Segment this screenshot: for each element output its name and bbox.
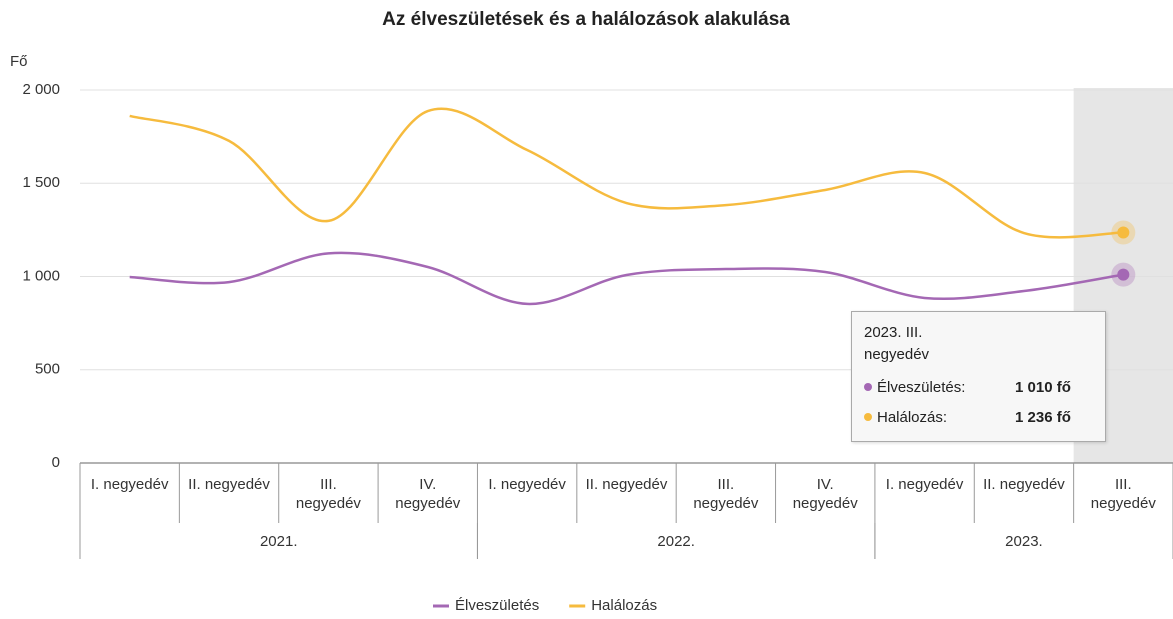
x-tick-label: IV. negyedév bbox=[395, 476, 461, 512]
tooltip-row: Halálozás: 1 236 fő bbox=[864, 402, 1093, 432]
y-tick-label: 1 000 bbox=[22, 267, 60, 284]
tooltip-row: Élveszületés: 1 010 fő bbox=[864, 372, 1093, 402]
chart-title: Az élveszületések és a halálozások alaku… bbox=[382, 9, 790, 30]
y-tick-label: 2 000 bbox=[22, 81, 60, 98]
group-label: 2022. bbox=[657, 533, 695, 550]
legend-label: Élveszületés bbox=[455, 597, 539, 614]
x-tick-label: IV. negyedév bbox=[792, 476, 858, 512]
tooltip-title: 2023. III. negyedév bbox=[864, 324, 930, 363]
legend-label: Halálozás bbox=[591, 597, 657, 614]
y-tick-label: 0 bbox=[52, 454, 60, 471]
y-tick-label: 500 bbox=[35, 361, 60, 378]
tooltip-name: Halálozás: bbox=[877, 408, 948, 426]
x-tick-label: I. negyedév bbox=[90, 476, 169, 493]
x-tick-label: II. negyedév bbox=[983, 476, 1065, 493]
y-tick-label: 1 500 bbox=[22, 174, 60, 191]
y-axis-label: Fő bbox=[10, 53, 28, 70]
x-tick-label: III. negyedév bbox=[295, 476, 361, 512]
x-tick-label: II. negyedév bbox=[188, 476, 270, 493]
x-tick-label: I. negyedév bbox=[885, 476, 964, 493]
x-tick-label: III. negyedév bbox=[1090, 476, 1156, 512]
point bbox=[1117, 268, 1130, 281]
point bbox=[1117, 226, 1130, 239]
tooltip-value: 1 010 fő bbox=[1015, 378, 1071, 396]
group-label: 2021. bbox=[260, 533, 298, 550]
tooltip-dot bbox=[864, 413, 872, 421]
group-label: 2023. bbox=[1005, 533, 1043, 550]
tooltip-dot bbox=[864, 383, 872, 391]
series-line bbox=[129, 251, 1124, 306]
tooltip-value: 1 236 fő bbox=[1015, 408, 1071, 426]
x-tick-label: I. negyedév bbox=[488, 476, 566, 493]
tooltip-name: Élveszületés: bbox=[877, 378, 966, 396]
tooltip: 2023. III. negyedév Élveszületés: 1 010 fő… bbox=[851, 311, 1106, 442]
x-tick-label: III. negyedév bbox=[693, 476, 759, 512]
x-tick-label: II. negyedév bbox=[585, 476, 668, 493]
series-line bbox=[129, 107, 1124, 239]
